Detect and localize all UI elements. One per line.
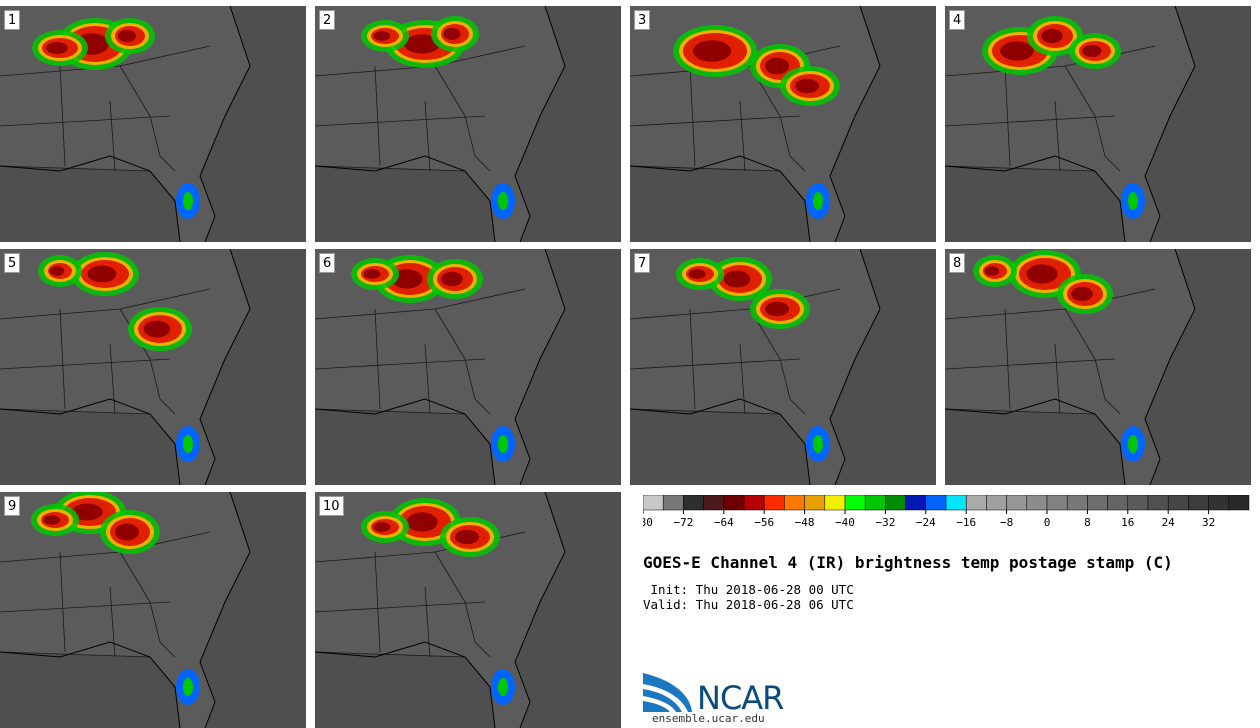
- product-title: GOES-E Channel 4 (IR) brightness temp po…: [643, 553, 1173, 572]
- map-background: [945, 249, 1251, 485]
- colorbar-swatch: [824, 495, 846, 511]
- colorbar-tick-label: −64: [714, 516, 734, 529]
- ncar-logo-icon: [643, 673, 692, 712]
- panel-label: 5: [4, 253, 21, 273]
- colorbar-swatch: [1188, 495, 1209, 511]
- colorbar-swatch: [1228, 495, 1250, 511]
- colorbar-tick-label: −32: [875, 516, 895, 529]
- colorbar-swatch: [986, 495, 1007, 511]
- map-background: [0, 249, 306, 485]
- colorbar-swatch: [925, 495, 947, 511]
- colorbar-tick-label: −72: [673, 516, 693, 529]
- colorbar-swatch: [1026, 495, 1048, 511]
- colorbar-swatch: [905, 495, 927, 511]
- valid-time: Valid: Thu 2018-06-28 06 UTC: [643, 597, 854, 612]
- map-background: [945, 6, 1251, 242]
- logo-wordmark: NCAR: [697, 679, 784, 717]
- map-background: [630, 249, 936, 485]
- colorbar-swatch: [763, 495, 785, 511]
- map-background: [315, 249, 621, 485]
- colorbar-swatch: [804, 495, 826, 511]
- colorbar-swatch: [885, 495, 906, 511]
- colorbar-tick-label: −56: [754, 516, 774, 529]
- map-background: [315, 6, 621, 242]
- colorbar-swatch: [844, 495, 866, 511]
- panel-label: 10: [319, 496, 344, 516]
- map-panel-5: 5: [0, 249, 306, 485]
- colorbar-swatch: [864, 495, 886, 511]
- map-background: [0, 492, 306, 728]
- colorbar-swatch: [1087, 495, 1108, 511]
- map-panel-10: 10: [315, 492, 621, 728]
- panel-label: 6: [319, 253, 336, 273]
- colorbar-swatch: [683, 495, 704, 511]
- colorbar-swatch: [1046, 495, 1068, 511]
- colorbar-tick-label: 16: [1121, 516, 1134, 529]
- colorbar-swatch: [1167, 495, 1189, 511]
- map-background: [0, 6, 306, 242]
- logo-url: ensemble.ucar.edu: [652, 712, 765, 725]
- colorbar-tick-label: −48: [795, 516, 815, 529]
- panel-label: 3: [634, 10, 651, 30]
- colorbar-swatch: [1066, 495, 1088, 511]
- panel-label: 8: [949, 253, 966, 273]
- colorbar-swatch: [945, 495, 967, 511]
- colorbar-swatch: [662, 495, 684, 511]
- panel-label: 9: [4, 496, 21, 516]
- colorbar-tick-label: 24: [1162, 516, 1176, 529]
- colorbar-swatch: [743, 495, 765, 511]
- colorbar-tick-label: 8: [1084, 516, 1091, 529]
- init-time: Init: Thu 2018-06-28 00 UTC: [643, 582, 854, 597]
- colorbar-tick-label: −40: [835, 516, 855, 529]
- panel-label: 1: [4, 10, 21, 30]
- map-panel-2: 2: [315, 6, 621, 242]
- map-panel-3: 3: [630, 6, 936, 242]
- colorbar-swatch: [965, 495, 987, 511]
- map-panel-6: 6: [315, 249, 621, 485]
- colorbar-swatch: [703, 495, 725, 511]
- colorbar-tick-label: 32: [1202, 516, 1215, 529]
- colorbar-tick-label: −16: [956, 516, 976, 529]
- map-background: [315, 492, 621, 728]
- colorbar-swatch: [723, 495, 745, 511]
- panel-label: 2: [319, 10, 336, 30]
- map-panel-1: 1: [0, 6, 306, 242]
- map-panel-8: 8: [945, 249, 1251, 485]
- colorbar-swatch: [784, 495, 805, 511]
- colorbar-swatch: [1107, 495, 1129, 511]
- colorbar-swatch: [1208, 495, 1230, 511]
- colorbar-tick-label: −24: [916, 516, 936, 529]
- colorbar-swatch: [1006, 495, 1028, 511]
- colorbar-swatch: [1147, 495, 1169, 511]
- colorbar-tick-label: −80: [643, 516, 653, 529]
- colorbar-swatch: [643, 495, 664, 511]
- colorbar-swatch: [1127, 495, 1149, 511]
- map-panel-4: 4: [945, 6, 1251, 242]
- map-panel-9: 9: [0, 492, 306, 728]
- colorbar-tick-label: 0: [1044, 516, 1051, 529]
- map-panel-7: 7: [630, 249, 936, 485]
- colorbar-tick-label: −8: [1000, 516, 1013, 529]
- panel-label: 4: [949, 10, 966, 30]
- panel-label: 7: [634, 253, 651, 273]
- map-background: [630, 6, 936, 242]
